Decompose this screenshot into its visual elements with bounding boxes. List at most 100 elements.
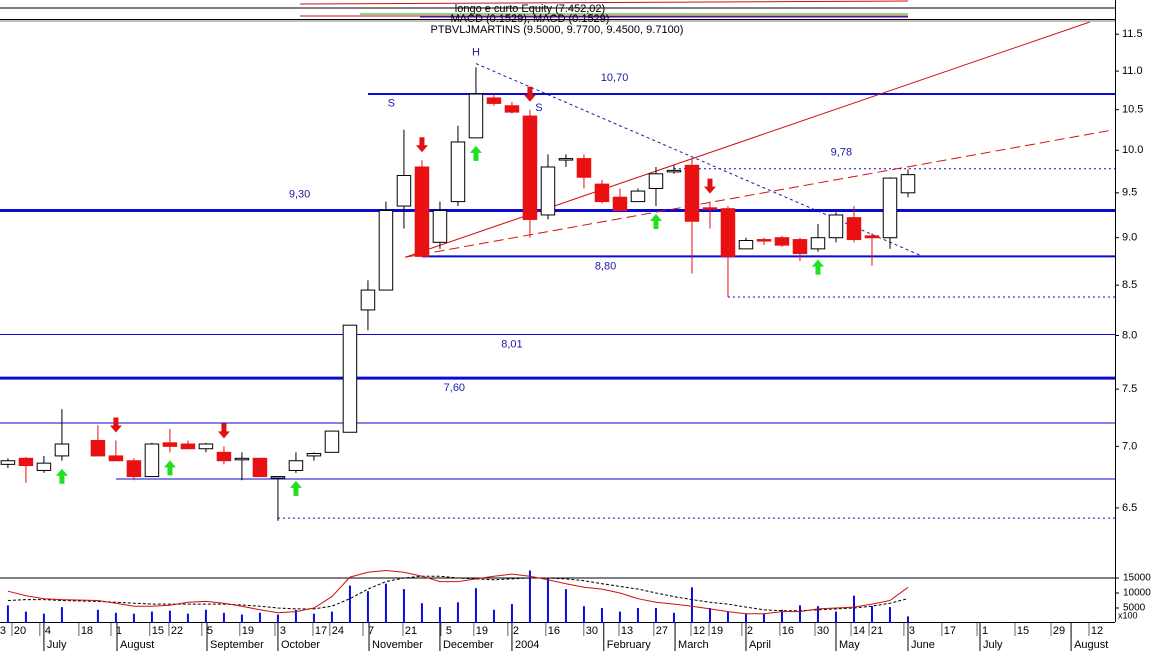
y-tick-label: 6.5 <box>1122 502 1137 514</box>
candle-body <box>18 457 34 467</box>
candle-body <box>234 457 250 461</box>
x-tick-label: 5 <box>446 625 452 637</box>
candle-body <box>684 164 700 222</box>
candle-body <box>432 209 448 243</box>
candle-body <box>306 453 322 457</box>
header-decoration <box>0 0 1115 22</box>
candle-body <box>864 235 880 239</box>
x-tick-label: 18 <box>81 625 93 637</box>
candle-body <box>54 443 70 457</box>
candle-body <box>126 460 142 478</box>
x-tick-label: 16 <box>782 625 794 637</box>
header-line: longo e curto Equity (7.452,02) <box>455 3 605 15</box>
candle-body <box>630 190 646 203</box>
x-tick-label: 1 <box>982 625 988 637</box>
candle-body <box>756 239 772 242</box>
candle-body <box>252 457 268 478</box>
header-line: PTBVLJMARTINS (9.5000, 9.7700, 9.4500, 9… <box>431 24 684 36</box>
candle-body <box>900 174 916 194</box>
x-tick-label: 12 <box>1091 625 1103 637</box>
x-tick-label: 14 <box>853 625 865 637</box>
y-tick-label: 11.5 <box>1122 28 1143 40</box>
y-tick-label: 7.0 <box>1122 440 1137 452</box>
candle-body <box>576 158 592 178</box>
x-tick-label: 24 <box>332 625 344 637</box>
x-tick-label: 17 <box>944 625 956 637</box>
candle-body <box>666 169 682 173</box>
volume-tick-label: 15000 <box>1123 573 1151 584</box>
trend-line <box>404 130 1110 258</box>
x-tick-label: 16 <box>548 625 560 637</box>
x-tick-label: 22 <box>171 625 183 637</box>
x-tick-label: 15 <box>1017 625 1029 637</box>
level-label: 8,80 <box>595 260 616 272</box>
y-tick-label: 8.5 <box>1122 279 1137 291</box>
level-label: 10,70 <box>601 72 629 84</box>
x-tick-label: 2 <box>747 625 753 637</box>
level-label: 7,60 <box>444 382 465 394</box>
month-label: April <box>749 639 771 651</box>
candle-body <box>0 460 16 465</box>
candle-body <box>108 455 124 462</box>
trend-line <box>475 63 921 256</box>
signal-arrow <box>703 178 716 194</box>
pattern-label: S <box>535 102 542 114</box>
signal-arrow <box>469 145 482 161</box>
candle-body <box>468 93 484 139</box>
x-tick-label: 19 <box>711 625 723 637</box>
month-label: August <box>120 639 154 651</box>
candle-body <box>846 217 862 241</box>
month-label: August <box>1074 639 1108 651</box>
x-tick-label: 19 <box>242 625 254 637</box>
candle-body <box>396 175 412 207</box>
candle-body <box>90 439 106 457</box>
y-tick-label: 9.0 <box>1122 232 1137 244</box>
x-tick-label: 21 <box>871 625 883 637</box>
candle-body <box>612 196 628 211</box>
month-label: July <box>983 639 1003 651</box>
candle-body <box>540 166 556 216</box>
candle-body <box>558 158 574 161</box>
pattern-label: S <box>388 97 395 109</box>
month-label: May <box>839 639 860 651</box>
month-label: October <box>281 639 320 651</box>
month-label: March <box>678 639 709 651</box>
candle-body <box>342 324 358 433</box>
candle-body <box>378 209 394 291</box>
signal-arrow <box>649 214 662 230</box>
candle-body <box>486 97 502 104</box>
candle-body <box>738 239 754 250</box>
pattern-label: H <box>472 46 480 58</box>
x-tick-label: 3 <box>0 625 6 637</box>
y-tick-label: 11.0 <box>1122 65 1143 77</box>
x-tick-label: 13 <box>621 625 633 637</box>
signal-arrow <box>217 423 230 439</box>
level-label: 9,30 <box>289 188 310 200</box>
month-label: February <box>607 639 652 651</box>
x-tick-label: 29 <box>1053 625 1065 637</box>
x-tick-label: 21 <box>405 625 417 637</box>
volume-unit-label: x100 <box>1118 610 1138 620</box>
candle-body <box>522 115 538 220</box>
candle-body <box>324 430 340 453</box>
signal-arrow <box>55 468 68 484</box>
candle-body <box>36 462 52 471</box>
x-tick-label: 2 <box>513 625 519 637</box>
candle-body <box>360 289 376 311</box>
x-tick-label: 1 <box>116 625 122 637</box>
x-tick-label: 4 <box>45 625 51 637</box>
x-tick-label: 7 <box>368 625 374 637</box>
candle-body <box>270 476 286 479</box>
x-tick-label: 27 <box>656 625 668 637</box>
candle-body <box>504 105 520 113</box>
candle-body <box>594 183 610 203</box>
month-label: September <box>210 639 264 651</box>
candle-body <box>162 442 178 447</box>
signal-arrow <box>163 460 176 476</box>
month-label: July <box>47 639 67 651</box>
signal-arrow <box>811 259 824 275</box>
candle-body <box>414 166 430 257</box>
x-tick-label: 12 <box>693 625 705 637</box>
signal-arrow <box>523 86 536 102</box>
x-tick-label: 20 <box>14 625 26 637</box>
